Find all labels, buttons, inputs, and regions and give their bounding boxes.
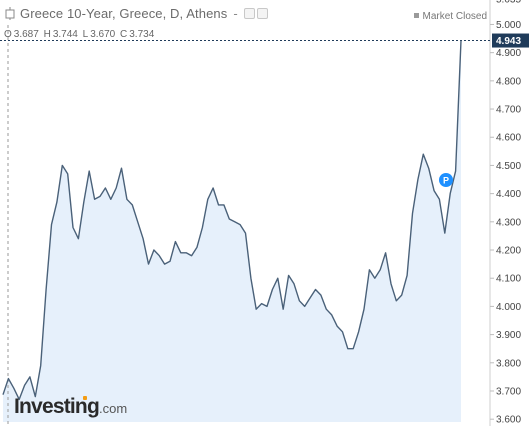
- logo-accent-icon: [83, 396, 87, 400]
- y-tick-label-6: 4.200: [496, 246, 521, 257]
- open-label: O: [4, 29, 12, 40]
- low-value: 3.670: [90, 29, 116, 40]
- candlestick-icon[interactable]: [4, 7, 16, 20]
- y-tick-label-12: 4.800: [496, 76, 521, 87]
- area-fill: [3, 40, 461, 422]
- high-value: 3.744: [52, 29, 78, 40]
- price-line: [2, 40, 462, 401]
- event-marker-label: P: [443, 176, 449, 186]
- y-tick-label-11: 4.700: [496, 105, 521, 116]
- event-marker-icon: [439, 173, 453, 187]
- y-tick-label-9: 4.500: [496, 161, 521, 172]
- last-price-label: 4.943: [496, 36, 521, 47]
- y-tick-label-14: 5.000: [496, 20, 521, 31]
- last-price-tag: [492, 33, 529, 48]
- status-dot-icon: [413, 13, 419, 18]
- logo-name: Investing: [14, 395, 100, 418]
- y-tick-label-2: 3.800: [496, 358, 521, 369]
- low-label: L: [82, 29, 89, 40]
- settings-icon[interactable]: [256, 8, 268, 19]
- open-value: 3.687: [13, 29, 39, 40]
- market-status: Market Closed: [413, 11, 487, 22]
- y-tick-label-13: 4.900: [496, 48, 521, 59]
- eye-icon[interactable]: [243, 8, 255, 19]
- y-tick-label-7: 4.300: [496, 217, 521, 228]
- y-tick-label-0: 3.600: [496, 415, 521, 426]
- investing-logo: Investing.com: [14, 395, 127, 419]
- high-label: H: [43, 29, 51, 40]
- close-value: 3.734: [129, 29, 155, 40]
- y-tick-label-1: 3.700: [496, 386, 521, 397]
- y-tick-label-10: 4.600: [496, 133, 521, 144]
- markers: P: [439, 173, 453, 187]
- y-tick-label-top-partial: 5.035: [496, 0, 521, 6]
- y-tick-label-8: 4.400: [496, 189, 521, 200]
- title-separator: -: [233, 6, 238, 21]
- chart-title: Greece 10-Year, Greece, D, Athens: [20, 6, 228, 21]
- ohlc-readout: O 3.687 H 3.744 L 3.670 C 3.734: [4, 29, 156, 40]
- y-tick-label-5: 4.100: [496, 274, 521, 285]
- area-fill-path: [3, 40, 461, 422]
- series-line: [2, 40, 462, 401]
- market-status-text: Market Closed: [422, 11, 487, 22]
- y-tick-label-4: 4.000: [496, 302, 521, 313]
- logo-suffix: .com: [98, 401, 128, 416]
- chart-header: Greece 10-Year, Greece, D, Athens -: [4, 6, 270, 21]
- y-tick-label-3: 3.900: [496, 330, 521, 341]
- close-label: C: [120, 29, 128, 40]
